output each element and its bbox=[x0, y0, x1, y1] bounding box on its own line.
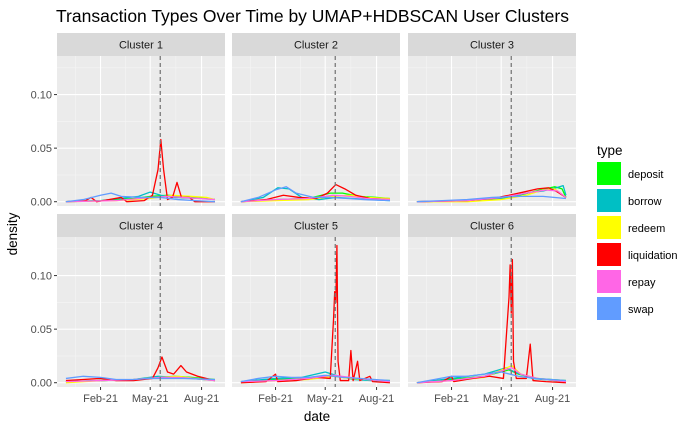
y-axis: 0.00 0.05 0.10 0.00 0.05 0.10 bbox=[31, 90, 57, 390]
facet-strip-label: Cluster 2 bbox=[294, 40, 338, 52]
legend-label-liquidation: liquidation bbox=[628, 250, 678, 262]
series-line-redeem bbox=[416, 188, 567, 203]
facet-panel: Cluster 3 bbox=[408, 33, 576, 206]
legend-key-redeem bbox=[597, 216, 621, 239]
panel-background bbox=[57, 56, 225, 206]
series-line-repay bbox=[240, 194, 390, 203]
legend-label-borrow: borrow bbox=[628, 196, 662, 208]
panel-background bbox=[232, 56, 400, 206]
facet-strip bbox=[408, 214, 576, 237]
series-line-swap bbox=[240, 374, 390, 383]
y-tick-label: 0.00 bbox=[31, 378, 52, 390]
y-tick-label: 0.05 bbox=[31, 143, 52, 155]
facet-strip-label: Cluster 6 bbox=[470, 221, 514, 233]
series-line-swap bbox=[416, 195, 567, 203]
legend-key-liquidation bbox=[597, 243, 621, 266]
legend: type deposit borrow redeem liquidation repay… bbox=[597, 143, 678, 320]
series-line-repay bbox=[416, 189, 567, 203]
facet-panel: Cluster 1 bbox=[57, 33, 225, 206]
legend-label-redeem: redeem bbox=[628, 223, 665, 235]
y-tick-label: 0.10 bbox=[31, 90, 52, 102]
x-tick-label: May-21 bbox=[307, 393, 344, 405]
x-axis: Feb-21 May-21 Aug-21 Feb-21 May-21 Aug-21 Feb-… bbox=[83, 387, 570, 405]
facet-strip bbox=[408, 33, 576, 56]
panel-background bbox=[408, 56, 576, 206]
facet-strip bbox=[232, 214, 400, 237]
series-line-swap bbox=[240, 186, 390, 203]
legend-key-borrow bbox=[597, 189, 621, 212]
x-tick-label: Feb-21 bbox=[434, 393, 469, 405]
facet-strip-label: Cluster 5 bbox=[294, 221, 338, 233]
facet-panel: Cluster 2 bbox=[232, 33, 400, 206]
x-tick-label: May-21 bbox=[132, 393, 169, 405]
legend-key-deposit bbox=[597, 162, 621, 185]
series-line-liquidation bbox=[240, 183, 390, 203]
facet-strip-label: Cluster 1 bbox=[119, 40, 163, 52]
x-tick-label: Feb-21 bbox=[83, 393, 118, 405]
series-line-swap bbox=[416, 371, 566, 384]
facet-panel: Cluster 5 bbox=[232, 214, 400, 387]
x-tick-label: Aug-21 bbox=[184, 393, 219, 405]
chart-title: Transaction Types Over Time by UMAP+HDBS… bbox=[56, 6, 569, 26]
series-group bbox=[240, 183, 391, 203]
series-line-liquidation bbox=[65, 356, 216, 382]
panel-background bbox=[57, 237, 225, 387]
facet-strip bbox=[57, 214, 225, 237]
series-group bbox=[416, 184, 567, 203]
legend-label-repay: repay bbox=[628, 277, 656, 289]
x-tick-label: Aug-21 bbox=[359, 393, 394, 405]
legend-label-swap: swap bbox=[628, 304, 654, 316]
legend-title: type bbox=[597, 143, 623, 158]
legend-key-repay bbox=[597, 270, 621, 293]
legend-key-swap bbox=[597, 297, 621, 320]
y-tick-label: 0.05 bbox=[31, 324, 52, 336]
facet-strip bbox=[57, 33, 225, 56]
facet-panel: Cluster 6 bbox=[408, 214, 576, 387]
facet-panels: Cluster 1 Cluster 2 Cluster 3 Cluster 4 Clus… bbox=[57, 33, 576, 387]
panel-background bbox=[408, 237, 576, 387]
facet-strip-label: Cluster 4 bbox=[119, 221, 163, 233]
series-line-swap bbox=[65, 192, 215, 203]
legend-label-deposit: deposit bbox=[628, 169, 663, 181]
y-tick-label: 0.00 bbox=[31, 197, 52, 209]
facet-panel: Cluster 4 bbox=[57, 214, 225, 387]
x-tick-label: Feb-21 bbox=[258, 393, 293, 405]
panel-background bbox=[232, 237, 400, 387]
y-tick-label: 0.10 bbox=[31, 271, 52, 283]
series-line-liquidation bbox=[240, 244, 390, 384]
facet-strip-label: Cluster 3 bbox=[470, 40, 514, 52]
x-axis-title: date bbox=[304, 409, 330, 424]
x-tick-label: Aug-21 bbox=[535, 393, 570, 405]
y-axis-title: density bbox=[5, 212, 20, 255]
series-line-swap bbox=[65, 375, 215, 381]
x-tick-label: May-21 bbox=[483, 393, 520, 405]
facet-strip bbox=[232, 33, 400, 56]
series-group bbox=[240, 244, 391, 384]
series-group bbox=[65, 138, 216, 203]
